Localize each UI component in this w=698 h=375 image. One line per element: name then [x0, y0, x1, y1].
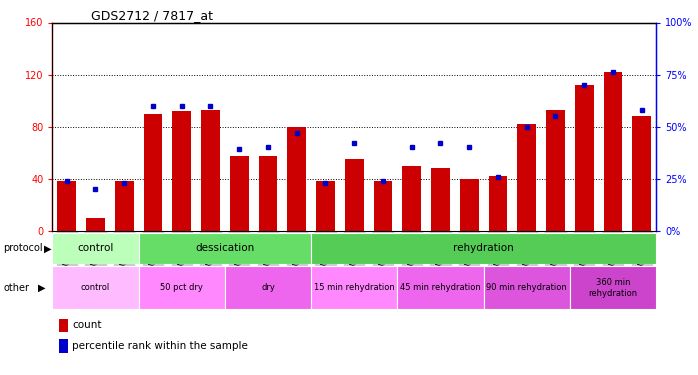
Text: 90 min rehydration: 90 min rehydration: [487, 284, 567, 292]
Bar: [397, 266, 484, 309]
Bar: [288, 127, 306, 231]
Bar: [115, 181, 133, 231]
Text: 15 min rehydration: 15 min rehydration: [314, 284, 394, 292]
Text: dessication: dessication: [195, 243, 255, 254]
Bar: [201, 110, 220, 231]
Bar: [86, 217, 105, 231]
Text: percentile rank within the sample: percentile rank within the sample: [72, 341, 248, 351]
Text: count: count: [72, 321, 101, 330]
Bar: [230, 156, 248, 231]
Text: 360 min
rehydration: 360 min rehydration: [588, 278, 637, 297]
Text: dry: dry: [261, 284, 275, 292]
Bar: [139, 266, 225, 309]
Bar: [311, 266, 397, 309]
Text: control: control: [81, 284, 110, 292]
Bar: [484, 266, 570, 309]
Bar: [345, 159, 364, 231]
Bar: [546, 110, 565, 231]
Bar: [604, 72, 623, 231]
Bar: [575, 85, 593, 231]
Text: ▶: ▶: [38, 283, 46, 293]
Bar: [570, 266, 656, 309]
Bar: [460, 178, 479, 231]
Bar: [489, 176, 507, 231]
Text: protocol: protocol: [3, 243, 43, 254]
Text: other: other: [3, 283, 29, 293]
Bar: [52, 232, 139, 264]
Text: ▶: ▶: [44, 243, 52, 254]
Text: control: control: [77, 243, 114, 254]
Bar: [225, 266, 311, 309]
Text: 50 pct dry: 50 pct dry: [161, 284, 203, 292]
Text: 45 min rehydration: 45 min rehydration: [400, 284, 481, 292]
Bar: [402, 166, 421, 231]
Bar: [373, 181, 392, 231]
Bar: [57, 181, 76, 231]
Bar: [259, 156, 277, 231]
Text: GDS2712 / 7817_at: GDS2712 / 7817_at: [91, 9, 213, 22]
Bar: [316, 181, 335, 231]
Bar: [431, 168, 450, 231]
Bar: [311, 232, 656, 264]
Text: rehydration: rehydration: [453, 243, 514, 254]
Bar: [172, 111, 191, 231]
Bar: [144, 114, 163, 231]
Bar: [517, 124, 536, 231]
Bar: [139, 232, 311, 264]
Bar: [52, 266, 139, 309]
Bar: [632, 116, 651, 231]
